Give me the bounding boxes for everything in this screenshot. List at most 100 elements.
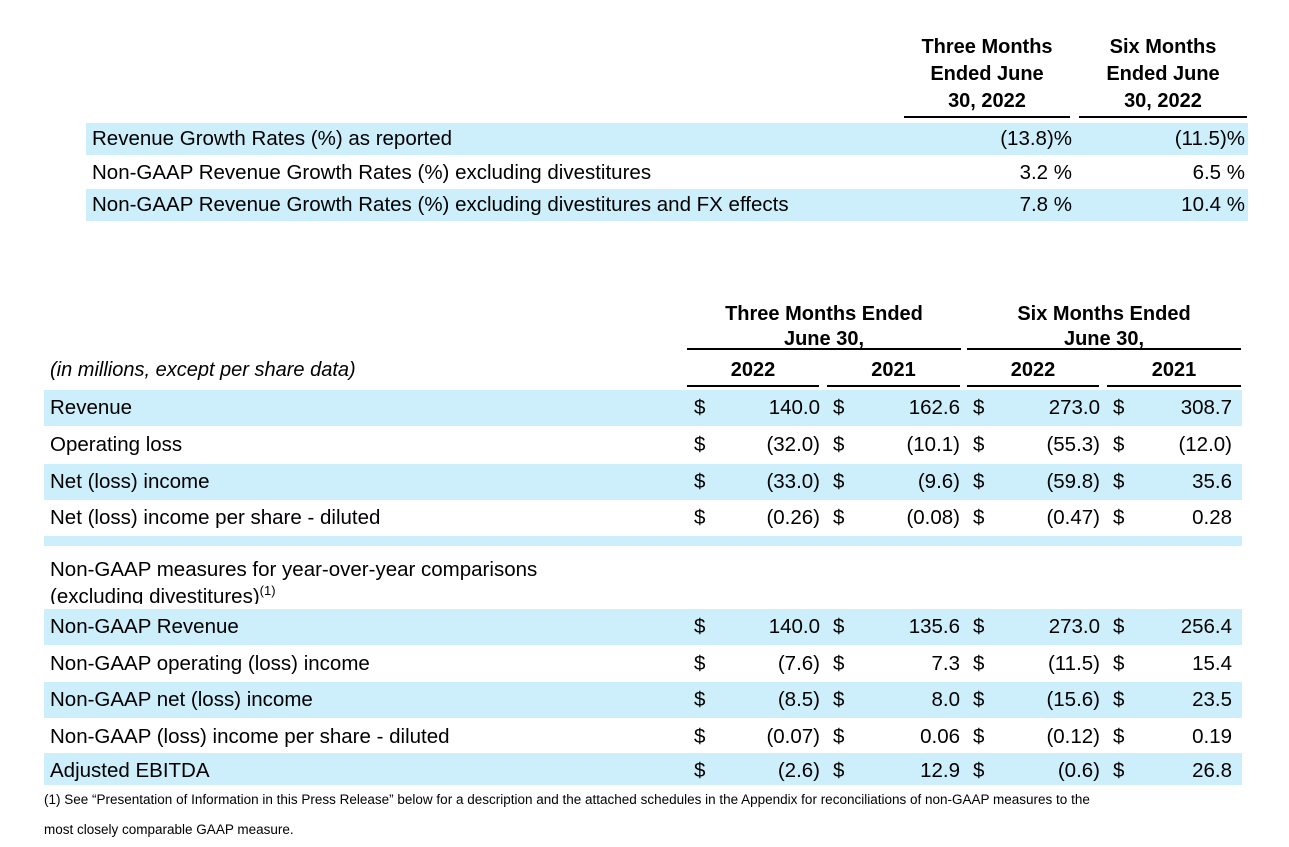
value-six-months-2022: (0.47) bbox=[1046, 506, 1100, 529]
value-six-months-2022: 273.0 bbox=[1048, 615, 1100, 638]
table-row: Non-GAAP (loss) income per share - dilut… bbox=[44, 719, 1242, 755]
table-row: Net (loss) income $ (33.0) $ (9.6) $ (59… bbox=[44, 464, 1242, 500]
currency-symbol: $ bbox=[973, 396, 985, 419]
value-three-months-2022: (8.5) bbox=[777, 688, 820, 711]
currency-symbol: $ bbox=[833, 396, 845, 419]
header-three-months-ended: Three Months Ended June 30, bbox=[687, 302, 961, 350]
value-three-months-2021: 7.3 bbox=[931, 652, 961, 675]
growth-row-label: Non-GAAP Revenue Growth Rates (%) exclud… bbox=[92, 161, 652, 184]
value-six-months-2022: (59.8) bbox=[1046, 470, 1100, 493]
table-row: Non-GAAP operating (loss) income $ (7.6)… bbox=[44, 646, 1242, 682]
currency-symbol: $ bbox=[973, 433, 985, 456]
year-header: 2021 bbox=[1107, 359, 1241, 387]
currency-symbol: $ bbox=[1113, 759, 1125, 782]
currency-symbol: $ bbox=[1113, 615, 1125, 638]
currency-symbol: $ bbox=[1113, 688, 1125, 711]
currency-symbol: $ bbox=[833, 506, 845, 529]
currency-symbol: $ bbox=[694, 615, 706, 638]
year-header: 2022 bbox=[967, 359, 1099, 387]
currency-symbol: $ bbox=[1113, 652, 1125, 675]
value-six-months-2021: 23.5 bbox=[1192, 688, 1232, 711]
currency-symbol: $ bbox=[833, 615, 845, 638]
value-six-months-2021: (12.0) bbox=[1178, 433, 1232, 456]
row-label: Net (loss) income bbox=[50, 470, 210, 493]
value-three-months-2021: (10.1) bbox=[906, 433, 960, 456]
group-header-line: Six Months Ended bbox=[1017, 303, 1191, 325]
currency-symbol: $ bbox=[694, 396, 706, 419]
section-heading-line: (excluding divestitures)(1) bbox=[50, 583, 750, 604]
header-line: 30, 2022 bbox=[948, 90, 1026, 112]
value-six-months-2022: (15.6) bbox=[1046, 688, 1100, 711]
currency-symbol: $ bbox=[1113, 433, 1125, 456]
row-label: Adjusted EBITDA bbox=[50, 759, 210, 782]
table-row: Non-GAAP Revenue $ 140.0 $ 135.6 $ 273.0… bbox=[44, 609, 1242, 645]
growth-six-months-value: (11.5)% bbox=[1174, 127, 1245, 150]
header-line: Ended June bbox=[930, 63, 1044, 85]
row-label: Operating loss bbox=[50, 433, 183, 456]
value-six-months-2021: 308.7 bbox=[1180, 396, 1232, 419]
currency-symbol: $ bbox=[973, 470, 985, 493]
currency-symbol: $ bbox=[973, 759, 985, 782]
currency-symbol: $ bbox=[833, 759, 845, 782]
value-three-months-2021: 135.6 bbox=[908, 615, 960, 638]
non-gaap-section-heading: Non-GAAP measures for year-over-year com… bbox=[50, 556, 750, 604]
currency-symbol: $ bbox=[973, 506, 985, 529]
growth-three-months-value: (13.8)% bbox=[1000, 127, 1072, 150]
unit-note: (in millions, except per share data) bbox=[50, 359, 356, 381]
group-header-line: June 30, bbox=[783, 328, 865, 350]
footnote-line: (1) See “Presentation of Information in … bbox=[44, 792, 1090, 807]
growth-row: Revenue Growth Rates (%) as reported (13… bbox=[86, 123, 1248, 155]
value-three-months-2022: (0.07) bbox=[766, 725, 820, 748]
table-row: Revenue $ 140.0 $ 162.6 $ 273.0 $ 308.7 bbox=[44, 390, 1242, 426]
value-three-months-2022: (0.26) bbox=[766, 506, 820, 529]
currency-symbol: $ bbox=[973, 688, 985, 711]
currency-symbol: $ bbox=[833, 688, 845, 711]
row-label: Non-GAAP operating (loss) income bbox=[50, 652, 370, 675]
row-label: Non-GAAP Revenue bbox=[50, 615, 239, 638]
year-header: 2022 bbox=[687, 359, 819, 387]
currency-symbol: $ bbox=[1113, 396, 1125, 419]
header-line: 30, 2022 bbox=[1124, 90, 1202, 112]
value-six-months-2021: 0.28 bbox=[1192, 506, 1232, 529]
section-heading-line: Non-GAAP measures for year-over-year com… bbox=[50, 558, 538, 581]
value-six-months-2021: 35.6 bbox=[1192, 470, 1232, 493]
currency-symbol: $ bbox=[694, 725, 706, 748]
value-three-months-2021: 12.9 bbox=[920, 759, 960, 782]
currency-symbol: $ bbox=[694, 433, 706, 456]
growth-row-label: Non-GAAP Revenue Growth Rates (%) exclud… bbox=[92, 193, 789, 216]
value-six-months-2021: 15.4 bbox=[1192, 652, 1232, 675]
value-three-months-2021: (9.6) bbox=[917, 470, 960, 493]
growth-row: Non-GAAP Revenue Growth Rates (%) exclud… bbox=[86, 157, 1248, 189]
row-label: Net (loss) income per share - diluted bbox=[50, 506, 381, 529]
row-label: Revenue bbox=[50, 396, 133, 419]
currency-symbol: $ bbox=[973, 652, 985, 675]
footnote: (1) See “Presentation of Information in … bbox=[44, 785, 1244, 845]
table-row: Non-GAAP net (loss) income $ (8.5) $ 8.0… bbox=[44, 682, 1242, 718]
currency-symbol: $ bbox=[694, 652, 706, 675]
section-heading-text: (excluding divestitures) bbox=[50, 585, 260, 604]
value-six-months-2022: (0.12) bbox=[1046, 725, 1100, 748]
currency-symbol: $ bbox=[833, 652, 845, 675]
currency-symbol: $ bbox=[694, 470, 706, 493]
value-six-months-2022: 273.0 bbox=[1048, 396, 1100, 419]
currency-symbol: $ bbox=[1113, 725, 1125, 748]
value-six-months-2021: 256.4 bbox=[1180, 615, 1232, 638]
table-row: Net (loss) income per share - diluted $ … bbox=[44, 500, 1242, 536]
table-row: Adjusted EBITDA $ (2.6) $ 12.9 $ (0.6) $… bbox=[44, 753, 1242, 785]
growth-header-six-months: Six Months Ended June 30, 2022 bbox=[1079, 34, 1247, 118]
header-line: Ended June bbox=[1106, 63, 1220, 85]
value-three-months-2021: (0.08) bbox=[906, 506, 960, 529]
value-six-months-2022: (11.5) bbox=[1047, 652, 1100, 675]
value-three-months-2022: (32.0) bbox=[766, 433, 820, 456]
group-header-line: Three Months Ended bbox=[725, 303, 923, 325]
currency-symbol: $ bbox=[694, 688, 706, 711]
value-three-months-2022: (7.6) bbox=[777, 652, 820, 675]
value-three-months-2022: (33.0) bbox=[766, 470, 820, 493]
header-six-months-ended: Six Months Ended June 30, bbox=[967, 302, 1241, 350]
row-spacer bbox=[44, 536, 1242, 546]
growth-six-months-value: 6.5 % bbox=[1192, 161, 1245, 184]
group-header-line: June 30, bbox=[1063, 328, 1145, 350]
value-three-months-2022: 140.0 bbox=[768, 396, 820, 419]
value-three-months-2021: 162.6 bbox=[908, 396, 960, 419]
currency-symbol: $ bbox=[833, 470, 845, 493]
